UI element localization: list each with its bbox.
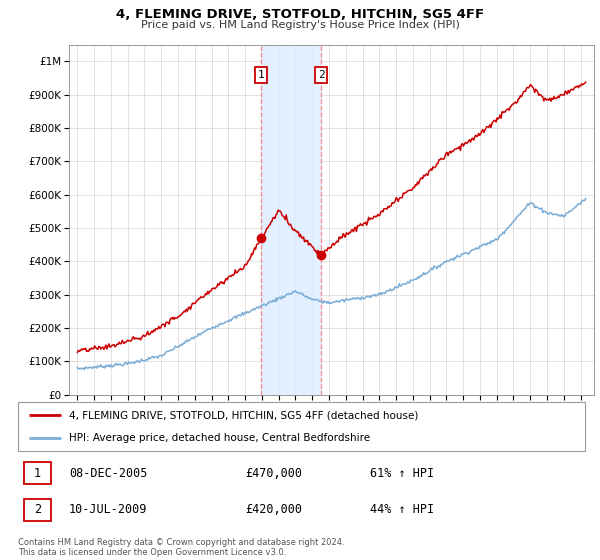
Text: 61% ↑ HPI: 61% ↑ HPI bbox=[370, 466, 434, 479]
Text: 2: 2 bbox=[318, 70, 325, 80]
Text: Contains HM Land Registry data © Crown copyright and database right 2024.
This d: Contains HM Land Registry data © Crown c… bbox=[18, 538, 344, 557]
FancyBboxPatch shape bbox=[23, 499, 51, 521]
Text: 44% ↑ HPI: 44% ↑ HPI bbox=[370, 503, 434, 516]
Text: 10-JUL-2009: 10-JUL-2009 bbox=[69, 503, 148, 516]
Text: HPI: Average price, detached house, Central Bedfordshire: HPI: Average price, detached house, Cent… bbox=[69, 433, 370, 444]
FancyBboxPatch shape bbox=[23, 462, 51, 484]
FancyBboxPatch shape bbox=[18, 402, 585, 451]
Text: 4, FLEMING DRIVE, STOTFOLD, HITCHIN, SG5 4FF: 4, FLEMING DRIVE, STOTFOLD, HITCHIN, SG5… bbox=[116, 8, 484, 21]
Text: 1: 1 bbox=[258, 70, 265, 80]
Bar bbox=[261, 45, 322, 395]
Text: £470,000: £470,000 bbox=[245, 466, 302, 479]
Text: 4, FLEMING DRIVE, STOTFOLD, HITCHIN, SG5 4FF (detached house): 4, FLEMING DRIVE, STOTFOLD, HITCHIN, SG5… bbox=[69, 410, 418, 421]
Text: 1: 1 bbox=[34, 466, 41, 479]
Text: 08-DEC-2005: 08-DEC-2005 bbox=[69, 466, 148, 479]
Text: 2: 2 bbox=[34, 503, 41, 516]
Text: £420,000: £420,000 bbox=[245, 503, 302, 516]
Text: Price paid vs. HM Land Registry's House Price Index (HPI): Price paid vs. HM Land Registry's House … bbox=[140, 20, 460, 30]
